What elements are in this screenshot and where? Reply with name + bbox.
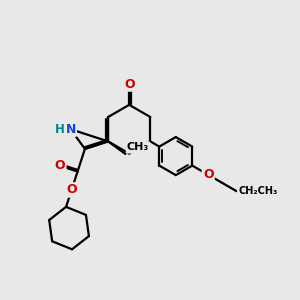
Text: O: O [55,159,65,172]
Text: O: O [66,183,77,196]
Text: O: O [124,77,134,91]
Text: H: H [55,123,65,136]
Text: O: O [203,168,214,181]
Text: N: N [65,123,76,136]
Text: CH₂CH₃: CH₂CH₃ [238,186,277,196]
Text: CH₃: CH₃ [127,142,149,152]
